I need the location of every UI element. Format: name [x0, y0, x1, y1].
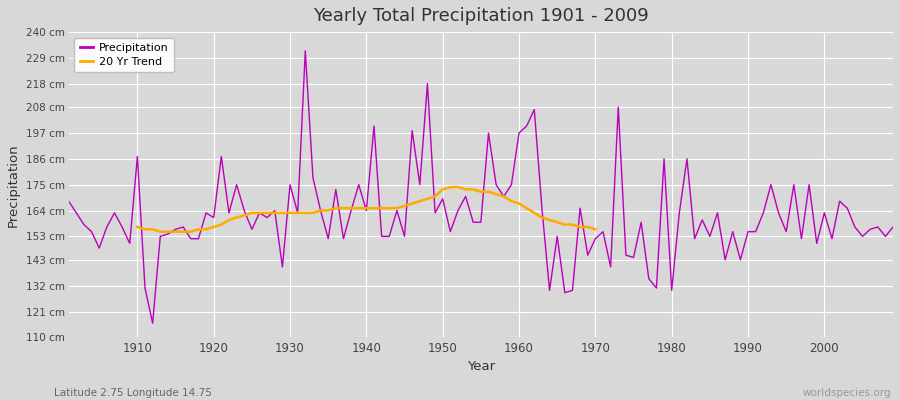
Line: 20 Yr Trend: 20 Yr Trend [138, 187, 596, 232]
Line: Precipitation: Precipitation [68, 51, 893, 323]
Precipitation [620, 253, 631, 258]
Legend: Precipitation, 20 Yr Trend: Precipitation, 20 Yr Trend [74, 38, 174, 72]
20 Yr Trend [590, 227, 601, 232]
20 Yr Trend [384, 206, 395, 210]
Precipitation [148, 321, 158, 326]
Y-axis label: Precipitation: Precipitation [7, 143, 20, 226]
20 Yr Trend [414, 199, 425, 204]
20 Yr Trend [247, 210, 257, 215]
Precipitation [354, 182, 364, 187]
Precipitation [300, 48, 310, 53]
Text: worldspecies.org: worldspecies.org [803, 388, 891, 398]
Title: Yearly Total Precipitation 1901 - 2009: Yearly Total Precipitation 1901 - 2009 [313, 7, 649, 25]
Precipitation [63, 199, 74, 204]
Precipitation [521, 124, 532, 128]
20 Yr Trend [544, 218, 555, 222]
20 Yr Trend [231, 215, 242, 220]
Precipitation [529, 107, 540, 112]
20 Yr Trend [445, 185, 455, 190]
20 Yr Trend [155, 229, 166, 234]
Precipitation [308, 175, 319, 180]
Precipitation [124, 241, 135, 246]
20 Yr Trend [300, 210, 310, 215]
X-axis label: Year: Year [467, 360, 495, 373]
Text: Latitude 2.75 Longitude 14.75: Latitude 2.75 Longitude 14.75 [54, 388, 212, 398]
20 Yr Trend [132, 224, 143, 229]
Precipitation [887, 224, 898, 229]
